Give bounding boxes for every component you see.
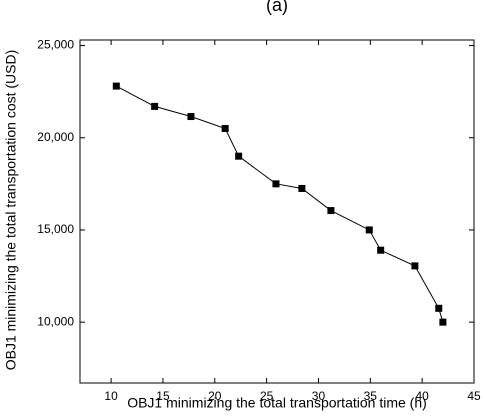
point-marker [112,82,120,90]
point-marker [435,304,443,312]
y-tick-label: 15,000 [37,222,74,236]
point-marker [377,246,385,254]
x-tick-label: 30 [312,389,326,403]
point-marker [235,152,243,160]
point-marker [298,184,306,192]
plot-frame [79,39,475,384]
y-axis-label: OBJ1 minimizing the total transportation… [3,50,19,371]
point-marker [411,262,419,270]
point-marker [272,180,280,188]
y-tick-label: 20,000 [37,130,74,144]
point-marker [365,226,373,234]
x-tick-label: 35 [364,389,378,403]
series-line [116,85,444,323]
x-tick-label: 20 [208,389,222,403]
x-axis-label: OBJ1 minimizing the total transportation… [127,395,427,411]
point-marker [327,207,335,215]
x-tick-label: 10 [104,389,118,403]
point-marker [439,318,447,326]
x-tick-label: 25 [260,389,274,403]
y-tick-label: 25,000 [37,38,74,52]
point-marker [151,102,159,110]
chart-title: (a) [266,0,288,15]
x-tick-label: 15 [156,389,170,403]
point-marker [221,125,229,133]
x-tick-label: 40 [415,389,429,403]
x-tick-label: 45 [467,389,481,403]
point-marker [187,113,195,121]
y-tick-label: 10,000 [37,314,74,328]
